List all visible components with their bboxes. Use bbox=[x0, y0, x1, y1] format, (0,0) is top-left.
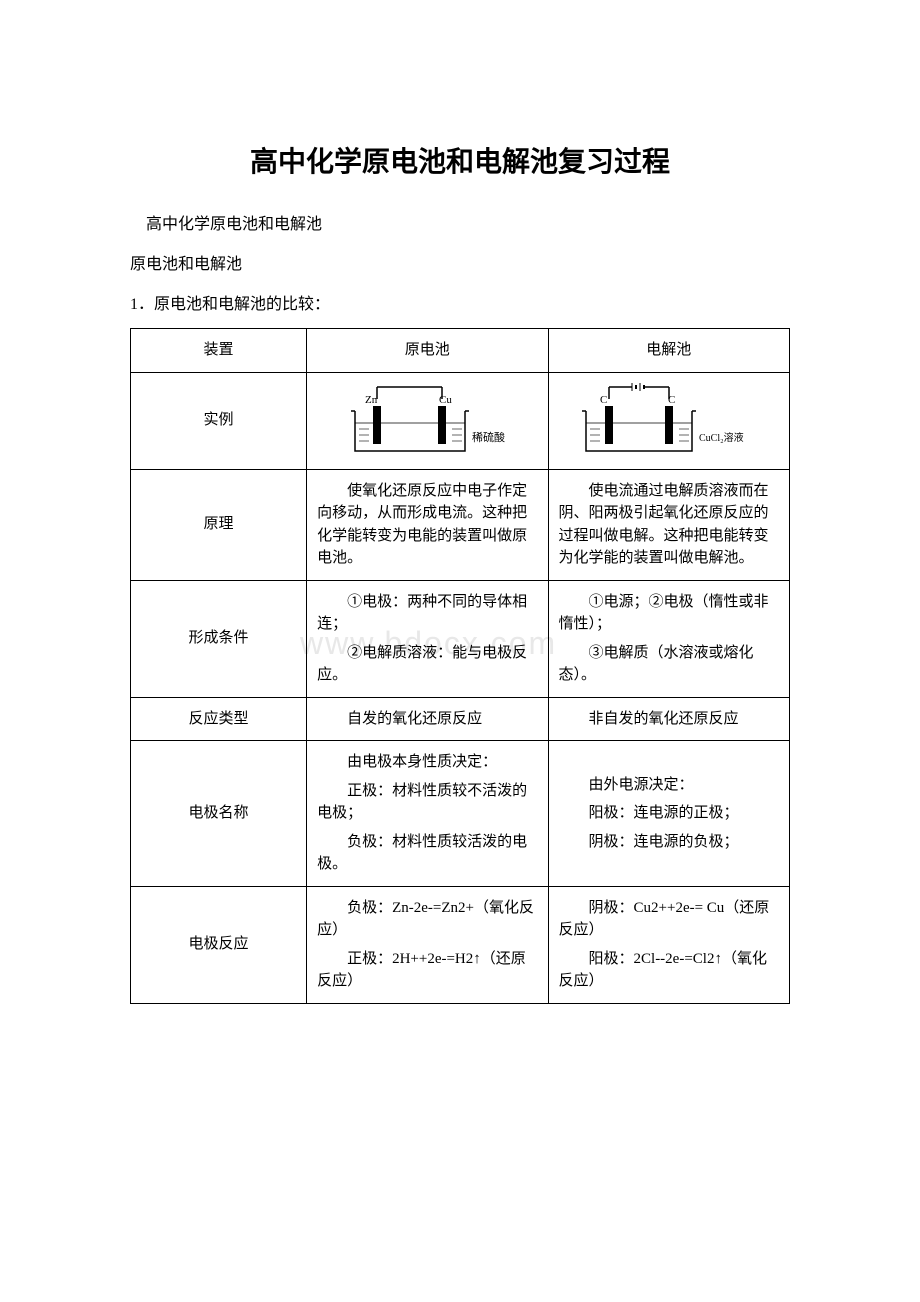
cell-principle-electrolytic: 使电流通过电解质溶液而在阴、阳两极引起氧化还原反应的过程叫做电解。这种把电能转变… bbox=[548, 469, 789, 580]
electrode-name-galvanic-2: 正极：材料性质较不活泼的电极； bbox=[317, 780, 537, 825]
header-cell-device: 装置 bbox=[131, 329, 307, 373]
electrode-name-galvanic-3: 负极：材料性质较活泼的电极。 bbox=[317, 831, 537, 876]
electrode-name-electrolytic-3: 阴极：连电源的负极； bbox=[559, 831, 779, 854]
condition-galvanic-1: ①电极：两种不同的导体相连； bbox=[317, 591, 537, 636]
section-number-label: 1．原电池和电解池的比较： bbox=[130, 290, 790, 314]
diagram-galvanic-cell: Zn Cu 稀硫酸 bbox=[307, 372, 548, 469]
row-label-principle: 原理 bbox=[131, 469, 307, 580]
solution-label-h2so4: 稀硫酸 bbox=[472, 430, 505, 444]
electrode-label-zn: Zn bbox=[365, 394, 378, 406]
electrode-name-electrolytic-2: 阳极：连电源的正极； bbox=[559, 802, 779, 825]
electrode-label-c-right: C bbox=[668, 394, 675, 406]
subtitle-line-1: 高中化学原电池和电解池 bbox=[130, 210, 790, 234]
electrode-label-c-left: C bbox=[600, 394, 607, 406]
cell-reaction-type-electrolytic: 非自发的氧化还原反应 bbox=[548, 697, 789, 741]
electrode-reaction-galvanic-1: 负极：Zn-2e-=Zn2+（氧化反应） bbox=[317, 897, 537, 942]
cell-conditions-electrolytic: ①电源；②电极（惰性或非惰性）； ③电解质（水溶液或熔化态）。 bbox=[548, 580, 789, 697]
table-row-electrode-name: 电极名称 由电极本身性质决定： 正极：材料性质较不活泼的电极； 负极：材料性质较… bbox=[131, 741, 790, 887]
row-label-electrode-name: 电极名称 bbox=[131, 741, 307, 887]
subtitle-line-2: 原电池和电解池 bbox=[130, 250, 790, 274]
cell-reaction-type-galvanic: 自发的氧化还原反应 bbox=[307, 697, 548, 741]
row-label-example: 实例 bbox=[131, 372, 307, 469]
row-label-conditions: 形成条件 bbox=[131, 580, 307, 697]
galvanic-cell-svg: Zn Cu 稀硫酸 bbox=[327, 381, 527, 461]
diagram-electrolytic-cell: C C CuCl₂溶液 bbox=[548, 372, 789, 469]
electrolytic-cell-svg: C C CuCl₂溶液 bbox=[564, 381, 774, 461]
table-row-principle: 原理 使氧化还原反应中电子作定向移动，从而形成电流。这种把化学能转变为电能的装置… bbox=[131, 469, 790, 580]
cell-electrode-name-galvanic: 由电极本身性质决定： 正极：材料性质较不活泼的电极； 负极：材料性质较活泼的电极… bbox=[307, 741, 548, 887]
row-label-electrode-reaction: 电极反应 bbox=[131, 886, 307, 1003]
electrode-reaction-electrolytic-1: 阴极：Cu2++2e-= Cu（还原反应） bbox=[559, 897, 779, 942]
cell-electrode-name-electrolytic: 由外电源决定： 阳极：连电源的正极； 阴极：连电源的负极； bbox=[548, 741, 789, 887]
solution-label-cucl2: CuCl₂溶液 bbox=[699, 431, 744, 444]
header-cell-electrolytic: 电解池 bbox=[548, 329, 789, 373]
condition-electrolytic-2: ③电解质（水溶液或熔化态）。 bbox=[559, 642, 779, 687]
comparison-table: 装置 原电池 电解池 实例 Zn Cu bbox=[130, 328, 790, 1004]
table-row-example: 实例 Zn Cu 稀硫 bbox=[131, 372, 790, 469]
cell-electrode-reaction-galvanic: 负极：Zn-2e-=Zn2+（氧化反应） 正极：2H++2e-=H2↑（还原反应… bbox=[307, 886, 548, 1003]
table-header-row: 装置 原电池 电解池 bbox=[131, 329, 790, 373]
cell-electrode-reaction-electrolytic: 阴极：Cu2++2e-= Cu（还原反应） 阳极：2Cl--2e-=Cl2↑（氧… bbox=[548, 886, 789, 1003]
electrode-name-electrolytic-1: 由外电源决定： bbox=[559, 774, 779, 797]
table-row-conditions: 形成条件 ①电极：两种不同的导体相连； ②电解质溶液：能与电极反应。 ①电源；②… bbox=[131, 580, 790, 697]
electrode-name-galvanic-1: 由电极本身性质决定： bbox=[317, 751, 537, 774]
page-title: 高中化学原电池和电解池复习过程 bbox=[130, 140, 790, 180]
electrode-reaction-galvanic-2: 正极：2H++2e-=H2↑（还原反应） bbox=[317, 948, 537, 993]
table-row-electrode-reaction: 电极反应 负极：Zn-2e-=Zn2+（氧化反应） 正极：2H++2e-=H2↑… bbox=[131, 886, 790, 1003]
header-cell-galvanic: 原电池 bbox=[307, 329, 548, 373]
row-label-reaction-type: 反应类型 bbox=[131, 697, 307, 741]
cell-principle-galvanic: 使氧化还原反应中电子作定向移动，从而形成电流。这种把化学能转变为电能的装置叫做原… bbox=[307, 469, 548, 580]
condition-galvanic-2: ②电解质溶液：能与电极反应。 bbox=[317, 642, 537, 687]
condition-electrolytic-1: ①电源；②电极（惰性或非惰性）； bbox=[559, 591, 779, 636]
cell-conditions-galvanic: ①电极：两种不同的导体相连； ②电解质溶液：能与电极反应。 bbox=[307, 580, 548, 697]
table-row-reaction-type: 反应类型 自发的氧化还原反应 非自发的氧化还原反应 bbox=[131, 697, 790, 741]
electrode-label-cu: Cu bbox=[439, 394, 452, 406]
electrode-reaction-electrolytic-2: 阳极：2Cl--2e-=Cl2↑（氧化反应） bbox=[559, 948, 779, 993]
